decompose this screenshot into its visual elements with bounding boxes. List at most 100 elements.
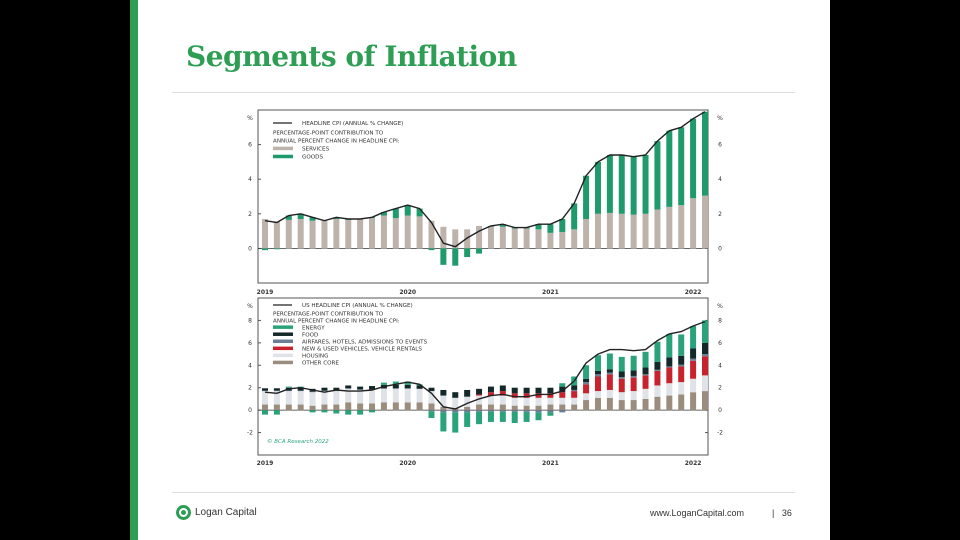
bar-new-used-vehicles-vehicle-rentals-2020-09 <box>499 391 506 396</box>
bar-new-used-vehicles-vehicle-rentals-2021-03 <box>571 391 578 398</box>
bar-services-2019-11 <box>380 215 387 249</box>
bar-airfares-hotels-admissions-to-events-2019-06 <box>321 390 328 392</box>
bar-other-core-2021-12 <box>678 394 685 411</box>
bar-energy-2019-07 <box>333 410 340 414</box>
bar-new-used-vehicles-vehicle-rentals-2021-01 <box>547 393 554 398</box>
y-unit-right: % <box>717 303 723 310</box>
bar-airfares-hotels-admissions-to-events-2022-02 <box>702 354 708 357</box>
bar-energy-2019-05 <box>309 410 316 413</box>
bar-goods-2020-02 <box>416 208 423 217</box>
bar-housing-2020-02 <box>416 388 423 403</box>
bar-services-2021-08 <box>630 214 637 249</box>
bar-other-core-2020-02 <box>416 402 423 411</box>
bar-food-2020-08 <box>487 386 494 393</box>
y-tick-label-right: 0 <box>718 245 722 252</box>
bar-housing-2020-08 <box>487 395 494 405</box>
bar-food-2022-01 <box>690 348 697 359</box>
legend-line-label: HEADLINE CPI (ANNUAL % CHANGE) <box>302 121 403 127</box>
y-tick-label-left: 0 <box>248 407 252 414</box>
bar-airfares-hotels-admissions-to-events-2019-09 <box>357 389 364 390</box>
bar-other-core-2019-12 <box>392 402 399 411</box>
bar-goods-2019-07 <box>333 217 340 219</box>
bar-new-used-vehicles-vehicle-rentals-2021-05 <box>594 376 601 392</box>
x-tick-label: 2021 <box>542 289 559 296</box>
bar-other-core-2019-01 <box>262 404 268 411</box>
bar-housing-2021-06 <box>606 389 613 398</box>
bar-housing-2020-04 <box>440 395 447 407</box>
bar-other-core-2019-07 <box>333 404 340 411</box>
y-tick-label-right: 4 <box>718 362 722 369</box>
bar-new-used-vehicles-vehicle-rentals-2021-02 <box>559 392 566 398</box>
bar-services-2021-11 <box>666 206 673 249</box>
bar-food-2020-11 <box>523 387 530 394</box>
headline-cpi-line <box>264 320 706 410</box>
goods-services-cpi-chart: 0 0 2 2 4 4 6 6% % 2019 2020 2021 2022 HEADLINE CPI (… <box>247 109 723 296</box>
bar-services-2019-06 <box>321 220 328 249</box>
y-tick-label-left: 8 <box>248 317 252 324</box>
bar-energy-2020-04 <box>440 412 447 432</box>
bar-food-2020-12 <box>535 387 542 394</box>
bar-other-core-2020-03 <box>428 403 435 411</box>
bar-new-used-vehicles-vehicle-rentals-2021-10 <box>654 370 661 386</box>
bar-airfares-hotels-admissions-to-events-2019-08 <box>345 388 352 389</box>
bar-housing-2021-04 <box>583 393 590 401</box>
y-unit-left: % <box>247 303 253 310</box>
bar-new-used-vehicles-vehicle-rentals-2021-12 <box>678 366 685 383</box>
bar-housing-2020-12 <box>535 397 542 406</box>
bar-energy-2021-06 <box>606 353 613 370</box>
y-tick-label-left: 4 <box>248 362 252 369</box>
bar-housing-2019-09 <box>357 389 364 404</box>
bar-other-core-2021-08 <box>630 400 637 411</box>
bar-housing-2019-06 <box>321 391 328 405</box>
bar-housing-2019-10 <box>369 389 376 404</box>
legend-swatch <box>273 325 293 329</box>
bar-housing-2021-05 <box>594 391 601 398</box>
bar-airfares-hotels-admissions-to-events-2021-03 <box>571 389 578 392</box>
bar-airfares-hotels-admissions-to-events-2021-11 <box>666 366 673 368</box>
bar-energy-2020-10 <box>511 411 518 424</box>
bar-housing-2020-07 <box>476 395 483 405</box>
bar-other-core-2022-01 <box>690 392 697 411</box>
bar-energy-2020-08 <box>487 411 494 422</box>
bar-other-core-2020-11 <box>523 405 530 411</box>
bar-airfares-hotels-admissions-to-events-2019-02 <box>273 390 280 392</box>
y-tick-label-right: -2 <box>717 430 723 437</box>
bar-energy-2019-02 <box>273 410 280 415</box>
bar-housing-2019-04 <box>297 391 304 405</box>
footer-url[interactable]: www.LoganCapital.com <box>650 508 745 518</box>
y-tick-label-left: -2 <box>247 430 253 437</box>
bar-other-core-2019-06 <box>321 404 328 411</box>
bar-other-core-2020-06 <box>464 406 471 411</box>
bar-services-2020-12 <box>535 229 542 249</box>
bar-other-core-2020-01 <box>404 402 411 411</box>
bar-food-2020-05 <box>452 392 459 398</box>
bar-airfares-hotels-admissions-to-events-2021-08 <box>630 375 637 378</box>
bar-goods-2021-05 <box>594 161 601 214</box>
bar-energy-2022-02 <box>702 320 708 343</box>
bar-new-used-vehicles-vehicle-rentals-2021-04 <box>583 384 590 394</box>
bar-new-used-vehicles-vehicle-rentals-2021-07 <box>618 378 625 393</box>
bar-services-2021-09 <box>642 213 649 249</box>
x-tick-label: 2022 <box>685 460 702 467</box>
bar-services-2022-02 <box>702 195 708 249</box>
bar-airfares-hotels-admissions-to-events-2021-02 <box>559 410 566 413</box>
bar-housing-2019-05 <box>309 392 316 406</box>
bar-energy-2020-01 <box>404 381 411 385</box>
bar-food-2021-12 <box>678 355 685 365</box>
x-tick-label: 2020 <box>399 460 416 467</box>
bar-food-2021-02 <box>559 386 566 393</box>
bar-food-2020-01 <box>404 384 411 389</box>
bar-housing-2020-09 <box>499 395 506 405</box>
bar-food-2019-02 <box>273 388 280 391</box>
x-tick-label: 2019 <box>257 460 274 467</box>
bar-airfares-hotels-admissions-to-events-2022-01 <box>690 358 697 361</box>
bar-food-2020-09 <box>499 385 506 392</box>
bar-other-core-2021-04 <box>583 400 590 411</box>
bar-energy-2021-08 <box>630 355 637 371</box>
y-tick-label-right: 2 <box>718 385 722 392</box>
bar-energy-2019-03 <box>285 386 292 388</box>
bar-housing-2021-12 <box>678 382 685 395</box>
bar-goods-2020-09 <box>499 224 506 227</box>
bar-services-2021-07 <box>618 213 625 249</box>
bar-food-2021-05 <box>594 370 601 375</box>
